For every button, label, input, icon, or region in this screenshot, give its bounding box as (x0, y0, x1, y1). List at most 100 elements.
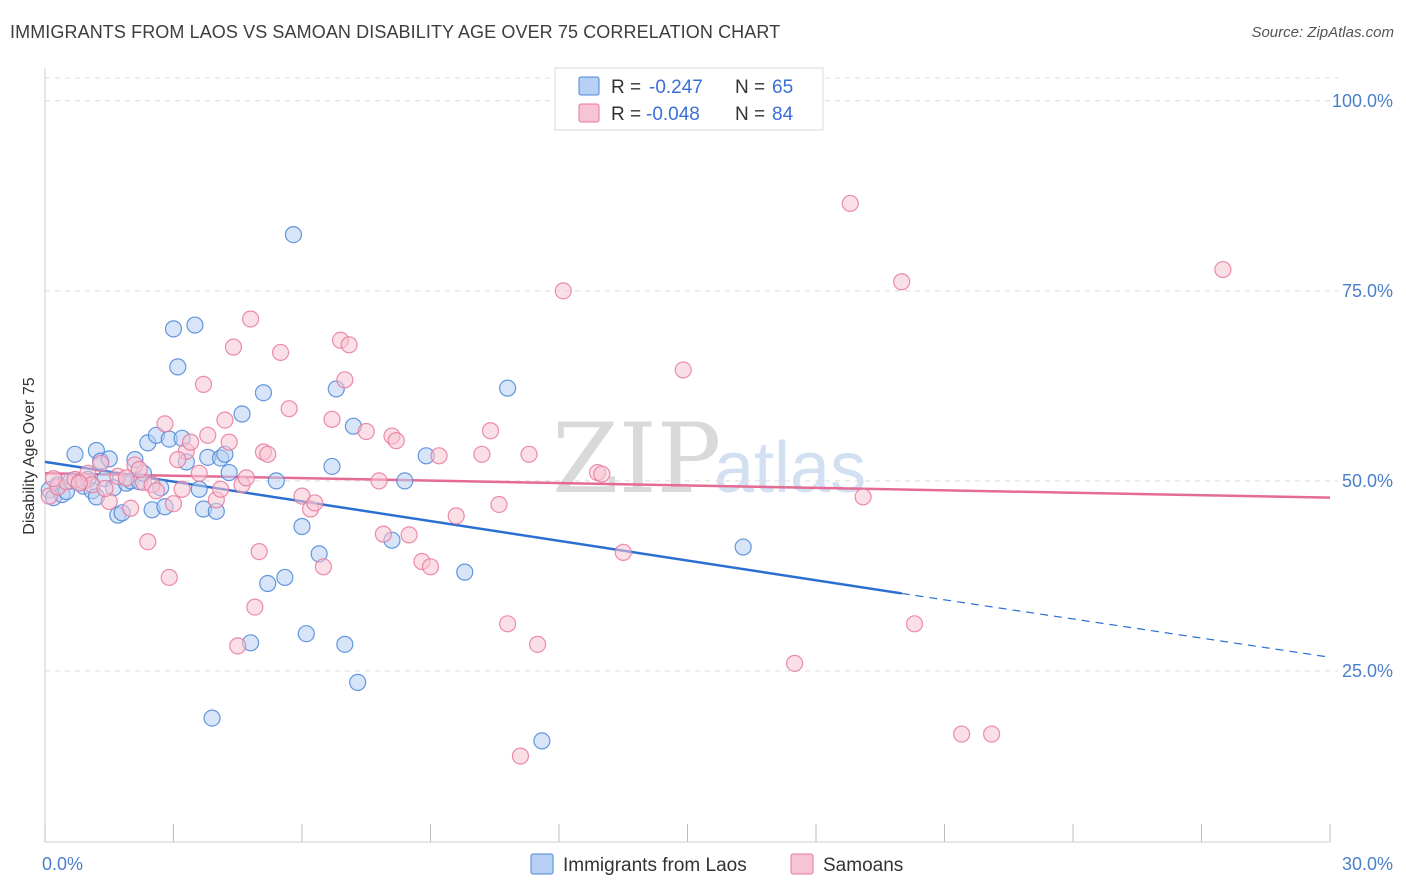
laos-point-48 (276, 568, 294, 587)
samoans-point-54 (421, 558, 440, 576)
samoans-point-77 (70, 474, 88, 492)
samoans-point-60 (511, 747, 530, 765)
samoans-point-27 (212, 480, 230, 498)
chart-title: IMMIGRANTS FROM LAOS VS SAMOAN DISABILIT… (10, 22, 781, 42)
legend-r-value-samoans: -0.048 (646, 104, 700, 125)
x-tick-label-start: 0.0% (42, 854, 83, 874)
bottom-legend-label-laos: Immigrants from Laos (563, 855, 747, 876)
samoans-point-81 (237, 469, 255, 487)
samoans-point-28 (216, 411, 234, 429)
samoans-point-67 (674, 361, 692, 379)
series-samoans (40, 194, 1232, 765)
laos-point-6 (66, 445, 84, 463)
samoans-point-34 (246, 598, 264, 616)
samoans-point-24 (194, 375, 213, 393)
samoans-point-47 (357, 422, 375, 441)
laos-point-61 (456, 563, 474, 581)
laos-point-57 (349, 673, 367, 691)
y-tick-label-3: 100.0% (1332, 91, 1393, 111)
samoans-point-70 (854, 488, 872, 506)
y-tick-label-1: 50.0% (1342, 471, 1393, 491)
laos-point-55 (336, 635, 354, 653)
samoans-point-79 (130, 460, 148, 479)
legend-n-value-laos: 65 (772, 77, 793, 98)
laos-point-47 (267, 472, 285, 490)
samoans-point-68 (785, 654, 804, 672)
bottom-legend-swatch-laos (530, 853, 554, 875)
bottom-legend-label-samoans: Samoans (823, 855, 903, 876)
laos-point-43 (233, 405, 251, 423)
laos-point-46 (259, 574, 277, 593)
samoans-point-71 (893, 273, 911, 291)
samoans-point-56 (473, 445, 491, 463)
series-legend: Immigrants from Laos Samoans (530, 853, 903, 876)
samoans-point-38 (271, 343, 290, 362)
bottom-legend-swatch-samoans (790, 853, 814, 875)
source-label: Source: ZipAtlas.com (1251, 24, 1394, 41)
samoans-point-61 (520, 445, 538, 463)
legend-box (554, 67, 824, 131)
watermark-atlas: atlas (714, 428, 866, 508)
laos-point-59 (396, 472, 414, 490)
samoans-point-52 (400, 526, 418, 544)
samoans-point-19 (164, 495, 183, 513)
samoans-point-55 (430, 447, 448, 465)
legend-n-label-samoans: N = (735, 104, 765, 125)
samoans-point-16 (147, 482, 165, 500)
samoans-point-35 (250, 543, 268, 561)
laos-point-45 (254, 384, 273, 402)
watermark: ZIP atlas (552, 403, 866, 515)
trend-line-laos-extension (901, 592, 1331, 658)
laos-point-42 (220, 463, 238, 482)
samoans-point-76 (44, 470, 63, 488)
axes (44, 68, 1331, 843)
samoans-point-75 (1214, 260, 1232, 279)
samoans-point-43 (323, 410, 341, 428)
samoans-point-63 (554, 282, 572, 300)
samoans-point-59 (499, 615, 517, 633)
laos-point-34 (186, 316, 204, 334)
samoans-point-66 (614, 543, 632, 561)
samoans-point-22 (182, 433, 200, 451)
x-tick-label-end: 30.0% (1342, 854, 1393, 874)
samoans-point-7 (92, 454, 110, 473)
legend-swatch-samoans (578, 103, 600, 123)
legend-r-value-laos: -0.247 (649, 77, 703, 98)
laos-point-49 (284, 226, 303, 244)
laos-point-31 (169, 358, 187, 376)
samoans-point-69 (841, 194, 859, 213)
samoans-point-29 (220, 433, 238, 451)
samoans-point-80 (169, 451, 187, 469)
laos-point-53 (323, 457, 341, 476)
samoans-point-74 (983, 725, 1001, 743)
trend-line-samoans (44, 472, 1331, 499)
y-axis-title: Disability Age Over 75 (21, 377, 38, 535)
laos-point-62 (499, 379, 517, 397)
samoans-point-83 (447, 507, 465, 525)
samoans-point-46 (340, 336, 358, 354)
watermark-zip: ZIP (552, 403, 721, 515)
laos-point-64 (734, 538, 752, 556)
samoans-point-82 (306, 494, 324, 512)
samoans-point-30 (224, 338, 243, 356)
laos-point-63 (533, 732, 551, 750)
samoans-point-42 (314, 558, 333, 576)
samoans-point-25 (199, 426, 217, 444)
samoans-point-58 (490, 495, 508, 514)
samoans-point-39 (280, 400, 298, 418)
samoans-point-51 (387, 432, 405, 450)
samoans-point-10 (117, 469, 135, 487)
laos-point-38 (203, 709, 221, 727)
samoans-point-37 (259, 445, 277, 463)
samoans-point-18 (160, 568, 178, 587)
tick-labels: 25.0% 50.0% 75.0% 100.0% 0.0% 30.0% (42, 91, 1393, 874)
laos-point-35 (190, 480, 208, 498)
correlation-legend: R = -0.247 N = 65 R = -0.048 N = 84 (554, 67, 824, 131)
samoans-point-17 (156, 415, 174, 433)
legend-n-value-samoans: 84 (772, 104, 794, 125)
samoans-point-72 (905, 615, 924, 633)
samoans-point-49 (374, 525, 392, 543)
grid-lines (45, 77, 1338, 672)
samoans-point-23 (190, 464, 208, 482)
